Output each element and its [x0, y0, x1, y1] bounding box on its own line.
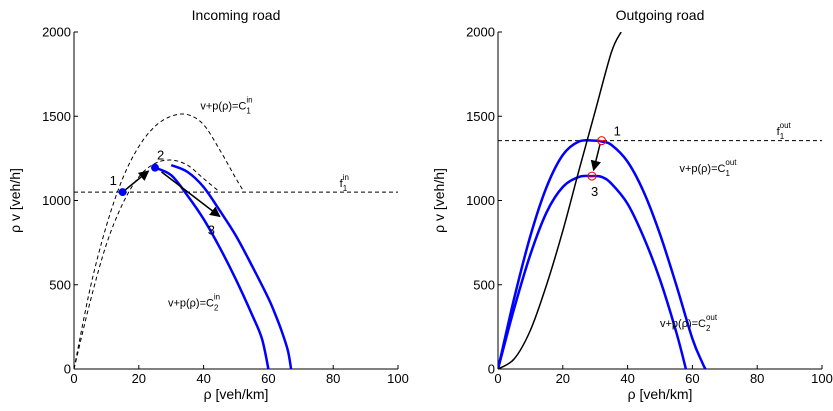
chart-2-point-label: 1 [614, 124, 621, 139]
chart-2-y-tick-label: 0 [488, 362, 495, 377]
chart-1-x-tick-label: 80 [326, 371, 340, 386]
annotation-base: v+p(ρ)=C [200, 101, 246, 113]
chart-1-y-tick-label: 2000 [42, 25, 71, 40]
annotation-subscript: 1 [780, 132, 785, 141]
chart-2-x-tick-label: 0 [494, 371, 501, 386]
chart-2-x-tick-label: 60 [685, 371, 699, 386]
chart-1-series-4-line [74, 159, 221, 369]
chart-2-annotation-3: v+p(ρ)=C2 out [660, 313, 718, 333]
chart-2-plot-area [498, 32, 822, 369]
chart-1-series-2-line [154, 166, 270, 369]
chart-1-y-tick-label: 0 [64, 362, 71, 377]
chart-1-point-label: 2 [157, 148, 164, 163]
chart-2-series-3-line [498, 32, 622, 369]
annotation-base: v+p(ρ)=C [679, 163, 725, 175]
annotation-base: v+p(ρ)=C [168, 298, 214, 310]
chart-1-x-tick-label: 100 [387, 371, 409, 386]
chart-2-y-tick-label: 1500 [466, 109, 495, 124]
chart-1-annotation-1: v+p(ρ)=C1 in [200, 96, 252, 116]
chart-2-x-tick-label: 80 [750, 371, 764, 386]
annotation-subscript: 1 [343, 184, 348, 193]
annotation-superscript: in [214, 293, 220, 302]
chart-1-y-tick-label: 500 [49, 277, 71, 292]
chart-1-x-tick-label: 60 [261, 371, 275, 386]
chart-2-series-1-line [498, 138, 707, 369]
chart-1-x-tick-label: 20 [132, 371, 146, 386]
annotation-base: v+p(ρ)=C [660, 318, 706, 330]
chart-2-y-label: ρ v [veh/h] [431, 168, 447, 233]
annotation-subscript: 2 [706, 324, 711, 333]
chart-1-y-label: ρ v [veh/h] [7, 168, 23, 233]
annotation-base: f [777, 126, 781, 138]
chart-1-x-tick-label: 40 [196, 371, 210, 386]
chart-1-y-tick-label: 1000 [42, 193, 71, 208]
chart-2-y-tick-label: 2000 [466, 25, 495, 40]
chart-1-annotation-3: f1 in [340, 173, 349, 193]
chart-1-series-3-line [74, 113, 245, 369]
chart-1-point-2 [151, 163, 159, 172]
chart-2-y-tick-label: 500 [473, 277, 495, 292]
annotation-subscript: 1 [246, 107, 251, 116]
chart-2-y-tick-label: 1000 [466, 193, 495, 208]
chart-1-annotation-2: v+p(ρ)=C2 in [168, 293, 220, 313]
chart-2-x-tick-label: 100 [811, 371, 833, 386]
annotation-subscript: 1 [725, 169, 730, 178]
chart-2-x-label: ρ [veh/km] [628, 386, 693, 402]
chart-1-point-1 [118, 188, 127, 197]
chart-2-annotation-2: v+p(ρ)=C1 out [679, 158, 737, 178]
chart-1-arrow-2 [161, 171, 221, 218]
chart-2-x-tick-label: 20 [556, 371, 570, 386]
chart-2-arrow-1 [590, 143, 601, 172]
chart-1-plot-area [74, 113, 398, 369]
annotation-subscript: 2 [214, 304, 219, 313]
annotation-superscript: out [780, 121, 792, 130]
chart-1-point-label: 1 [110, 173, 117, 188]
chart-1-arrow-1 [122, 170, 150, 193]
annotation-superscript: out [725, 158, 737, 167]
chart-1-x-label: ρ [veh/km] [204, 386, 269, 402]
chart-1-arrow-label: 3 [208, 223, 215, 238]
annotation-base: f [340, 178, 344, 190]
annotation-superscript: in [343, 173, 349, 182]
annotation-superscript: out [706, 313, 718, 322]
annotation-superscript: in [246, 96, 252, 105]
chart-1-title: Incoming road [192, 7, 281, 23]
chart-2-title: Outgoing road [616, 7, 705, 23]
chart-1-x-tick-label: 0 [70, 371, 77, 386]
chart-1-y-tick-label: 1500 [42, 109, 71, 124]
chart-2-point-label: 3 [591, 184, 598, 199]
chart-1-series-1-line [170, 163, 293, 369]
chart-2-x-tick-label: 40 [620, 371, 634, 386]
chart-2-annotation-1: f1 out [777, 121, 792, 141]
chart-2-series-2-line [498, 174, 688, 369]
